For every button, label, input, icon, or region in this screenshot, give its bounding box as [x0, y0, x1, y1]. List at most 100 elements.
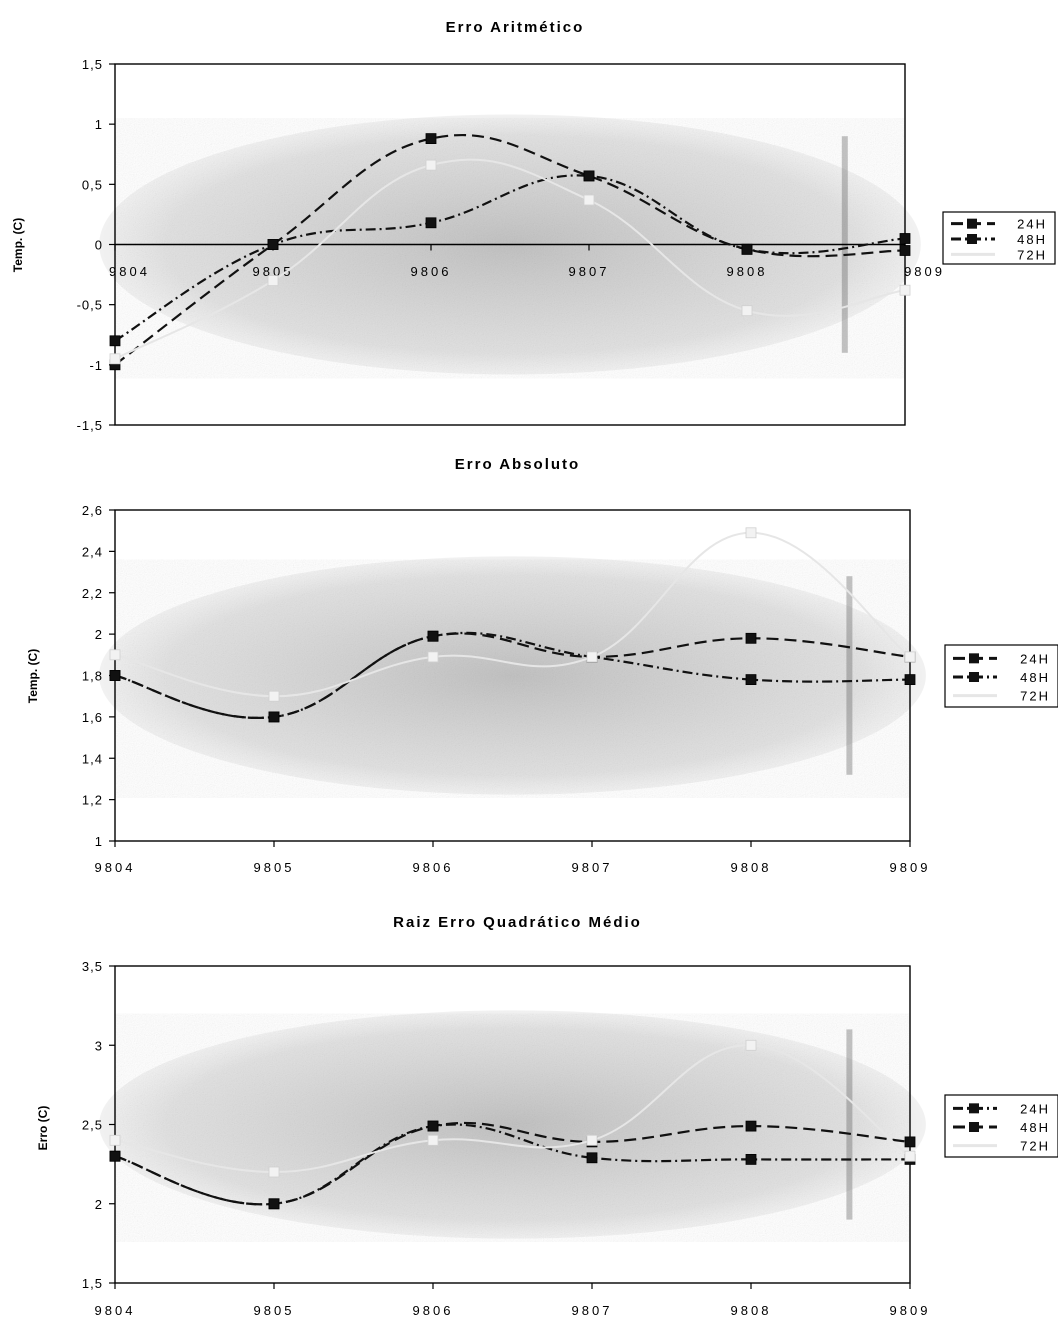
- data-point-72h: [586, 651, 598, 663]
- series-line-48h: [114, 174, 906, 342]
- data-point-72h: [268, 1166, 280, 1178]
- x-tick-label: 9806: [413, 1303, 454, 1318]
- y-tick-label: 2,4: [82, 544, 103, 559]
- data-point-48h: [427, 630, 439, 642]
- x-tick-label: 9808: [731, 1303, 772, 1318]
- data-point-24h: [586, 1152, 598, 1164]
- legend-swatch-marker: [967, 234, 977, 244]
- x-tick-label: 9807: [572, 860, 613, 875]
- legend-label-24h: 24H: [1020, 1101, 1050, 1116]
- x-tick-label: 9804: [109, 264, 150, 279]
- data-point-72h: [267, 275, 279, 287]
- y-tick-label: 1,6: [82, 710, 103, 725]
- data-point-48h: [904, 674, 916, 685]
- legend-swatch-marker: [969, 1122, 979, 1132]
- series-line-72h: [114, 1044, 911, 1174]
- data-point-48h: [741, 243, 753, 255]
- x-tick-label: 9807: [569, 264, 610, 279]
- data-point-48h: [267, 239, 279, 250]
- legend-label-48h: 48H: [1017, 232, 1047, 247]
- y-axis-label: Temp. (C): [11, 218, 25, 272]
- legend-label-24h: 24H: [1020, 651, 1050, 666]
- y-tick-label: 0: [95, 238, 103, 253]
- legend-label-24h: 24H: [1017, 217, 1047, 232]
- legend-swatch-marker: [969, 1103, 979, 1114]
- y-tick-label: 1,5: [82, 1276, 103, 1291]
- chart-3: Raiz Erro Quadrático Médio 1,5 2 2,5 3 3,5 980…: [36, 914, 1058, 1318]
- data-point-48h: [109, 335, 121, 347]
- data-point-72h: [109, 649, 121, 661]
- data-point-72h: [741, 305, 753, 317]
- data-point-72h: [904, 651, 916, 663]
- scan-grain: [115, 559, 910, 798]
- data-point-48h: [268, 1198, 280, 1210]
- data-point-72h: [425, 159, 437, 171]
- data-point-48h: [899, 233, 911, 244]
- data-point-48h: [583, 170, 595, 182]
- legend-label-48h: 48H: [1020, 1120, 1050, 1135]
- data-point-72h: [899, 284, 911, 296]
- data-point-48h: [745, 1120, 757, 1132]
- series-line-24h: [114, 1123, 911, 1206]
- legend-label-72h: 72H: [1020, 1139, 1050, 1154]
- x-tick-label: 9805: [254, 860, 295, 875]
- x-tick-label: 9808: [731, 860, 772, 875]
- y-tick-label: 1,5: [82, 57, 103, 72]
- data-point-48h: [425, 217, 437, 229]
- data-point-72h: [904, 1150, 916, 1162]
- data-point-48h: [904, 1136, 916, 1148]
- y-tick-label: 3,5: [82, 959, 103, 974]
- scan-streak: [846, 576, 853, 775]
- y-tick-label: 1,4: [82, 751, 103, 766]
- legend-swatch-marker: [967, 218, 977, 229]
- data-point-72h: [427, 1134, 439, 1146]
- data-point-48h: [109, 670, 121, 681]
- y-tick-label: 1,8: [82, 669, 103, 684]
- data-point-72h: [268, 690, 280, 702]
- y-tick-label: 1,2: [82, 793, 103, 808]
- data-point-72h: [745, 1039, 757, 1051]
- data-point-72h: [745, 527, 757, 539]
- y-tick-label: 2,6: [82, 503, 103, 518]
- scan-streak: [846, 1029, 853, 1220]
- chart-1: Erro Aritmético -1,5 -1 -0,5 0 0,5 1 1,5 9804 980…: [11, 19, 1056, 433]
- y-tick-label: 3: [95, 1038, 103, 1053]
- y-tick-label: 2: [95, 627, 103, 642]
- y-tick-label: 1: [95, 834, 103, 849]
- data-point-48h: [745, 674, 757, 685]
- x-tick-label: 9809: [890, 1303, 931, 1318]
- x-tick-label: 9809: [904, 264, 945, 279]
- legend-swatch-marker: [969, 653, 979, 664]
- data-point-24h: [899, 245, 911, 256]
- data-point-24h: [745, 1154, 757, 1165]
- data-point-24h: [745, 632, 757, 644]
- chart-title: Erro Absoluto: [455, 456, 580, 473]
- y-tick-label: 0,5: [82, 177, 103, 192]
- legend-label-72h: 72H: [1020, 689, 1050, 704]
- data-point-72h: [427, 651, 439, 663]
- x-tick-label: 9806: [413, 860, 454, 875]
- data-point-72h: [109, 1134, 121, 1146]
- y-tick-label: 2,2: [82, 586, 103, 601]
- series-line-48h: [114, 1121, 911, 1206]
- data-point-48h: [109, 1150, 121, 1162]
- data-point-72h: [109, 353, 121, 365]
- y-axis-label: Erro (C): [36, 1106, 50, 1151]
- x-tick-label: 9806: [411, 264, 452, 279]
- y-tick-label: -1: [89, 358, 103, 373]
- y-tick-label: 2,5: [82, 1118, 103, 1133]
- x-tick-label: 9809: [890, 860, 931, 875]
- legend-label-72h: 72H: [1017, 247, 1047, 262]
- scan-grain: [115, 118, 905, 379]
- legend-swatch-marker: [969, 672, 979, 682]
- chart-title: Raiz Erro Quadrático Médio: [393, 914, 642, 931]
- x-tick-label: 9804: [95, 860, 136, 875]
- data-point-48h: [427, 1120, 439, 1132]
- chart-2: Erro Absoluto 1 1,2 1,4 1,6 1,8 2 2,2 2,4 2,6 9804…: [26, 456, 1058, 875]
- y-tick-label: -1,5: [77, 418, 103, 433]
- data-point-72h: [583, 194, 595, 206]
- data-point-24h: [425, 133, 437, 145]
- series-line-72h: [114, 158, 906, 360]
